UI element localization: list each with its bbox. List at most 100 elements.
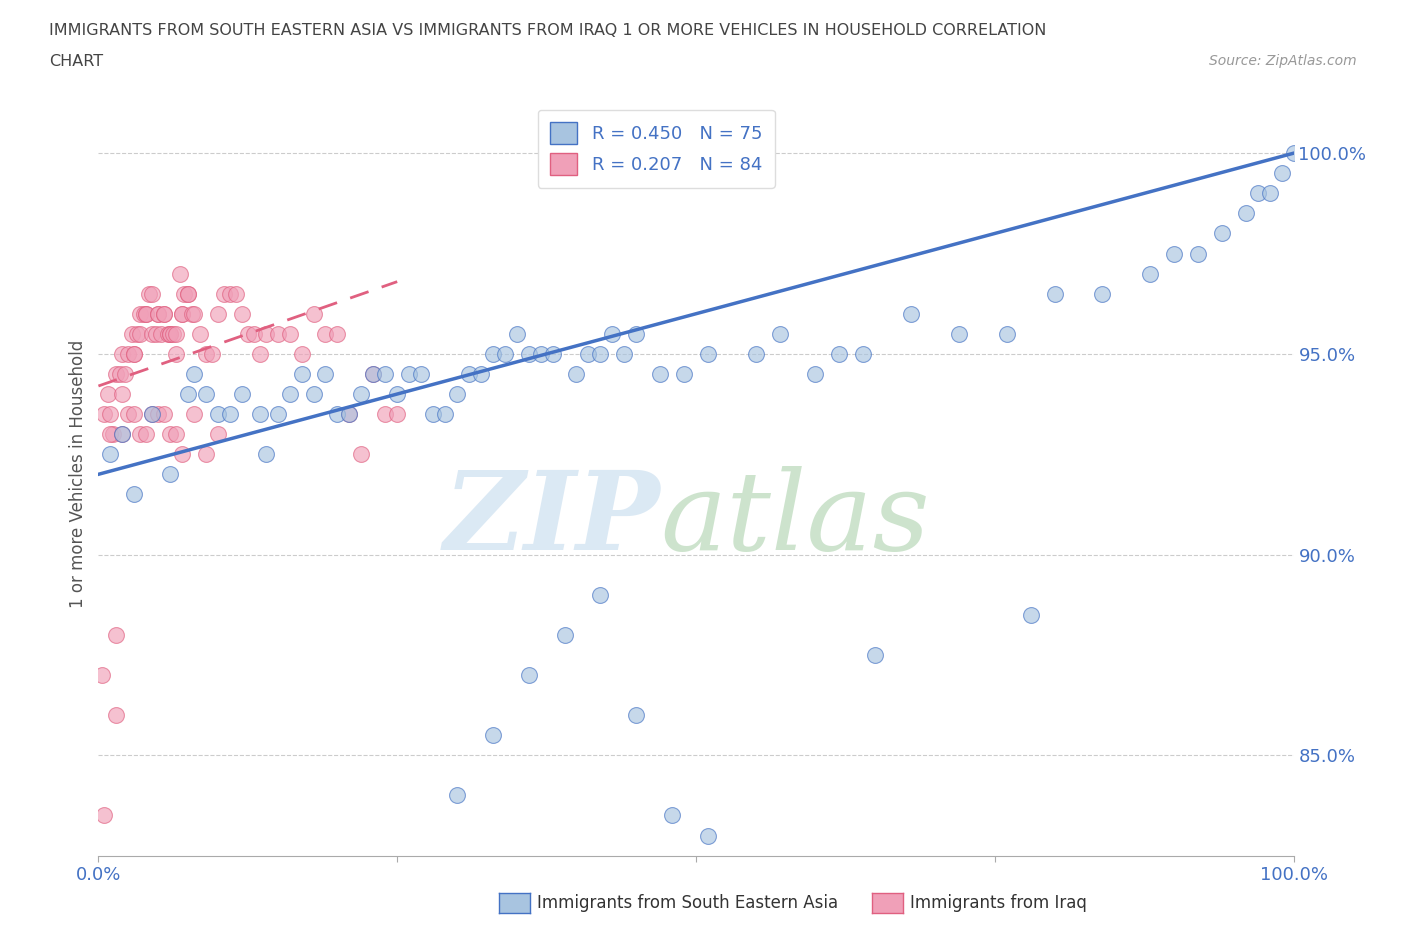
- Point: [153, 306, 176, 321]
- Point: [517, 347, 540, 362]
- Point: [650, 366, 672, 381]
- Point: [291, 347, 314, 362]
- Point: [93, 808, 115, 823]
- Point: [249, 406, 271, 421]
- Point: [219, 406, 242, 421]
- Point: [697, 828, 720, 843]
- Point: [141, 326, 163, 341]
- Point: [1139, 266, 1161, 281]
- Point: [254, 326, 277, 341]
- Point: [1247, 186, 1270, 201]
- Point: [183, 406, 205, 421]
- Point: [165, 347, 187, 362]
- Point: [589, 587, 612, 602]
- Point: [565, 366, 588, 381]
- Point: [114, 366, 136, 381]
- Point: [948, 326, 970, 341]
- Text: IMMIGRANTS FROM SOUTH EASTERN ASIA VS IMMIGRANTS FROM IRAQ 1 OR MORE VEHICLES IN: IMMIGRANTS FROM SOUTH EASTERN ASIA VS IM…: [49, 23, 1046, 38]
- Point: [153, 306, 176, 321]
- Point: [541, 347, 564, 362]
- Point: [121, 326, 143, 341]
- Point: [769, 326, 792, 341]
- Point: [350, 387, 373, 402]
- Point: [554, 628, 576, 643]
- Point: [339, 406, 361, 421]
- Point: [326, 406, 349, 421]
- Point: [169, 266, 191, 281]
- Point: [98, 427, 122, 442]
- Point: [219, 286, 242, 301]
- Point: [148, 406, 170, 421]
- Point: [1271, 166, 1294, 180]
- Text: Immigrants from Iraq: Immigrants from Iraq: [910, 894, 1087, 912]
- Point: [124, 347, 146, 362]
- Point: [93, 406, 115, 421]
- Point: [482, 347, 505, 362]
- Point: [129, 427, 152, 442]
- Legend: R = 0.450   N = 75, R = 0.207   N = 84: R = 0.450 N = 75, R = 0.207 N = 84: [537, 110, 775, 188]
- Point: [385, 406, 409, 421]
- Point: [111, 387, 134, 402]
- Point: [165, 427, 187, 442]
- Point: [350, 446, 373, 461]
- Point: [125, 326, 148, 341]
- Point: [207, 306, 229, 321]
- Point: [225, 286, 247, 301]
- Point: [172, 306, 194, 321]
- Point: [231, 306, 253, 321]
- Point: [482, 728, 505, 743]
- Point: [236, 326, 259, 341]
- Point: [1234, 206, 1257, 220]
- Text: CHART: CHART: [49, 54, 103, 69]
- Point: [141, 406, 163, 421]
- Point: [162, 326, 184, 341]
- Point: [1258, 186, 1281, 201]
- Point: [135, 306, 157, 321]
- Point: [697, 347, 720, 362]
- Point: [124, 406, 146, 421]
- Point: [661, 808, 683, 823]
- Point: [159, 467, 181, 482]
- Point: [188, 326, 211, 341]
- Point: [135, 427, 157, 442]
- Point: [172, 306, 194, 321]
- Point: [98, 406, 122, 421]
- Point: [385, 387, 409, 402]
- Text: Immigrants from South Eastern Asia: Immigrants from South Eastern Asia: [537, 894, 838, 912]
- Point: [865, 647, 887, 662]
- Point: [159, 326, 181, 341]
- Point: [177, 387, 200, 402]
- Point: [470, 366, 492, 381]
- Point: [804, 366, 827, 381]
- Point: [141, 406, 163, 421]
- Point: [97, 387, 120, 402]
- Point: [108, 366, 131, 381]
- Point: [458, 366, 481, 381]
- Point: [91, 668, 114, 683]
- Point: [105, 708, 128, 723]
- Point: [156, 326, 179, 341]
- Point: [254, 446, 277, 461]
- Point: [195, 387, 218, 402]
- Point: [302, 306, 325, 321]
- Point: [506, 326, 529, 341]
- Point: [1019, 607, 1042, 622]
- Point: [149, 326, 172, 341]
- Point: [138, 286, 160, 301]
- Point: [434, 406, 457, 421]
- Point: [195, 446, 218, 461]
- Text: Source: ZipAtlas.com: Source: ZipAtlas.com: [1209, 54, 1357, 68]
- Point: [129, 306, 152, 321]
- Point: [117, 406, 139, 421]
- Point: [177, 286, 200, 301]
- Point: [111, 427, 134, 442]
- Point: [852, 347, 875, 362]
- Point: [183, 366, 205, 381]
- Point: [326, 326, 349, 341]
- Point: [201, 347, 224, 362]
- Point: [315, 326, 337, 341]
- Point: [153, 406, 176, 421]
- Point: [530, 347, 553, 362]
- Point: [132, 306, 155, 321]
- Point: [165, 326, 187, 341]
